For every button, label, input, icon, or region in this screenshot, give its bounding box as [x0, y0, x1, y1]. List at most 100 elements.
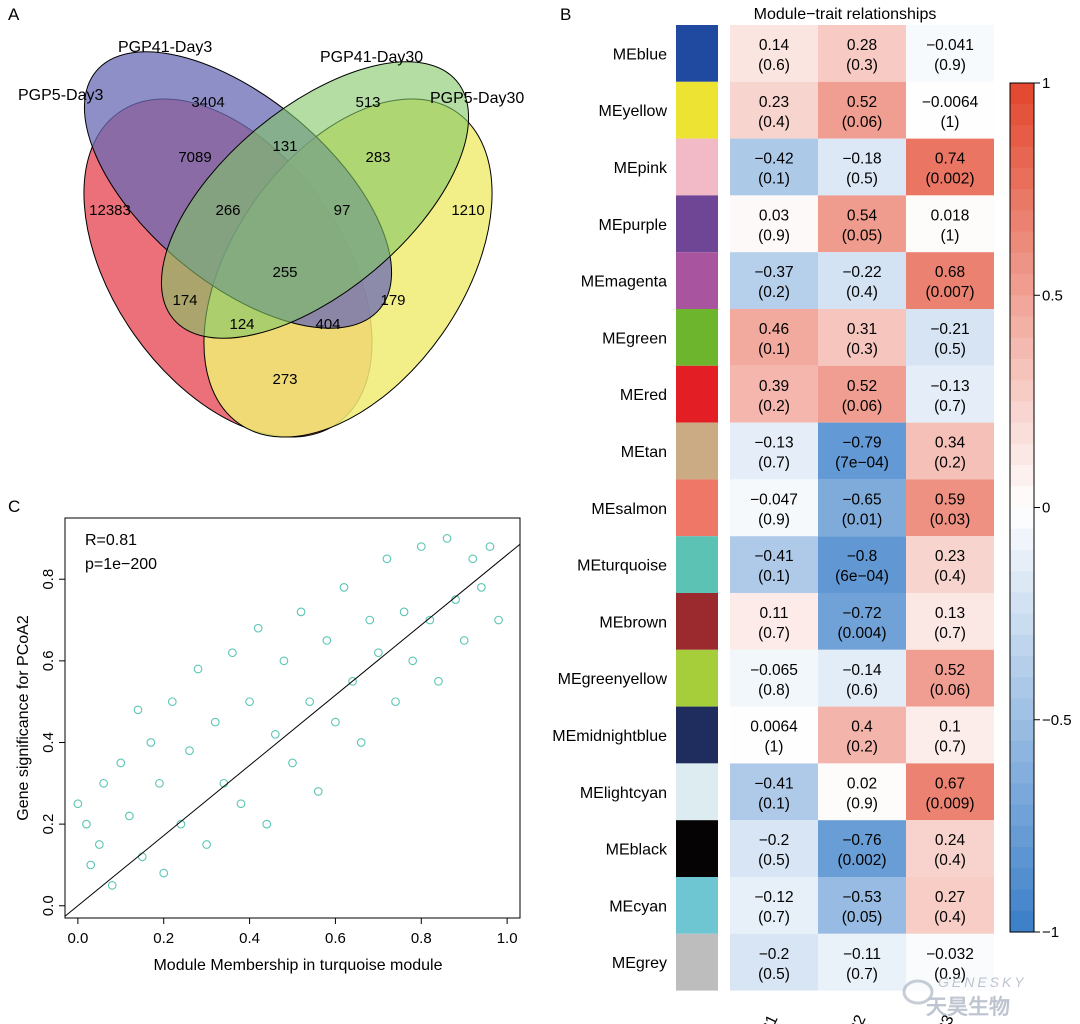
heatmap-cell: [818, 593, 906, 650]
heatmap-cell: [730, 820, 818, 877]
colorbar-segment: [1010, 83, 1034, 105]
module-color-swatch: [676, 536, 718, 593]
column-label: PC3: [929, 1012, 958, 1024]
heatmap-cell: [906, 706, 994, 764]
cell-correlation: 0.34: [935, 435, 966, 452]
colorbar-segment: [1010, 380, 1034, 402]
heatmap-cell: [818, 479, 906, 537]
correlation-p: p=1e−200: [85, 556, 157, 573]
heatmap-rows: MEblue 0.14 (0.6) 0.28 (0.3) −0.041 (0.9) MEyel…: [552, 25, 994, 991]
heatmap-row: MEgreen 0.46 (0.1) 0.31 (0.3) −0.21 (0.5): [602, 309, 994, 366]
module-label: MEcyan: [609, 898, 667, 915]
scatter-point: [399, 607, 409, 617]
cell-correlation: 0.52: [847, 94, 877, 111]
heatmap-cell: [906, 877, 994, 934]
cell-correlation: −0.2: [759, 832, 790, 849]
heatmap-row: MEpurple 0.03 (0.9) 0.54 (0.05) 0.018 (1): [599, 195, 994, 253]
scatter-point: [434, 676, 443, 686]
colorbar-segment: [1010, 698, 1034, 721]
cell-correlation: −0.12: [754, 889, 793, 906]
correlation-r: R=0.81: [85, 532, 137, 549]
y-tick-label: 0.4: [40, 732, 57, 753]
venn-count: 283: [365, 149, 390, 166]
colorbar-segment: [1010, 401, 1034, 424]
cell-correlation: 0.46: [759, 321, 789, 338]
colorbar-segment: [1010, 571, 1034, 593]
scatter-point: [245, 697, 254, 707]
colorbar-segment: [1010, 337, 1034, 360]
venn-count: 1210: [451, 202, 484, 219]
venn-count: 404: [315, 316, 340, 333]
scatter-point: [146, 738, 156, 747]
scatter-point: [155, 778, 164, 788]
venn-label-pgp41-day3: PGP41-Day3: [118, 39, 212, 56]
scatter-point: [494, 615, 503, 625]
heatmap-cell: [818, 252, 906, 309]
cell-pvalue: (0.7): [934, 739, 966, 756]
panel-c-scatter: C 0.0 0.2 0.4 0.6 0.8 1.0 0.0 0.2 0.4 0.6 0.8 R=0.…: [8, 497, 521, 974]
column-label: PC2: [841, 1012, 870, 1024]
heatmap-cell: [818, 422, 906, 480]
scatter-plot-frame: [64, 517, 521, 919]
venn-set-pgp41-day30: [160, 61, 470, 339]
heatmap-cell: [906, 81, 994, 139]
colorbar-segment: [1010, 549, 1034, 572]
colorbar: 1 0.5 0 −0.5 −1: [1009, 75, 1072, 941]
heatmap-cell: [730, 536, 818, 593]
module-color-swatch: [676, 933, 718, 991]
cell-pvalue: (0.5): [846, 171, 878, 188]
scatter-point: [279, 656, 289, 666]
colorbar-segment: [1010, 316, 1034, 339]
module-label: MElightcyan: [580, 785, 667, 802]
colorbar-segment: [1010, 804, 1034, 827]
cell-pvalue: (0.2): [758, 398, 790, 415]
scatter-point: [82, 819, 91, 829]
scatter-point: [485, 542, 495, 551]
cell-pvalue: (0.1): [758, 568, 790, 585]
heatmap-cell: [906, 138, 994, 196]
panel-a-venn: A PGP5-Day3 PGP41-Day3 PGP41-Day30 PGP5-…: [8, 5, 524, 438]
cell-correlation: 0.54: [847, 207, 878, 224]
colorbar-segment: [1010, 358, 1034, 381]
module-label: MEturquoise: [577, 558, 667, 575]
heatmap-cell: [818, 536, 906, 593]
scatter-point: [425, 615, 435, 625]
colorbar-segment: [1010, 507, 1034, 530]
heatmap-cell: [730, 593, 818, 650]
module-color-swatch: [676, 422, 718, 480]
cell-correlation: 0.11: [759, 605, 788, 622]
venn-label-pgp5-day30: PGP5-Day30: [430, 90, 524, 107]
venn-count: 131: [272, 138, 297, 155]
heatmap-row: MEred 0.39 (0.2) 0.52 (0.06) −0.13 (0.7): [620, 365, 994, 423]
cell-correlation: 0.67: [935, 775, 965, 792]
scatter-points: [73, 534, 503, 890]
cell-pvalue: (0.002): [837, 852, 886, 869]
cell-pvalue: (0.03): [930, 511, 971, 528]
module-label: MEmidnightblue: [552, 728, 667, 745]
colorbar-segment: [1010, 104, 1034, 127]
colorbar-segment: [1010, 443, 1034, 466]
venn-count: 255: [272, 264, 297, 281]
heatmap-row: MEblue 0.14 (0.6) 0.28 (0.3) −0.041 (0.9): [613, 25, 994, 82]
scatter-point: [373, 648, 383, 658]
colorbar-segment: [1010, 592, 1034, 615]
cell-correlation: 0.28: [847, 37, 877, 54]
module-label: MEmagenta: [581, 274, 667, 291]
cell-pvalue: (0.7): [758, 909, 790, 926]
cell-correlation: 0.27: [935, 889, 965, 906]
scatter-point: [459, 636, 469, 645]
module-color-swatch: [676, 706, 718, 764]
scatter-point: [442, 534, 452, 543]
cell-pvalue: (0.5): [758, 852, 790, 869]
cell-pvalue: (0.009): [925, 795, 974, 812]
venn-count: 124: [229, 316, 254, 333]
colorbar-segment: [1010, 634, 1034, 657]
cell-pvalue: (0.06): [842, 114, 883, 131]
heatmap-cell: [906, 479, 994, 537]
heatmap-row: MEyellow 0.23 (0.4) 0.52 (0.06) −0.0064 (1): [599, 81, 994, 139]
cell-pvalue: (0.4): [934, 909, 966, 926]
cell-pvalue: (7e−04): [835, 455, 889, 472]
panel-b-letter: B: [560, 5, 571, 24]
cell-pvalue: (0.9): [934, 57, 966, 74]
cell-correlation: 0.13: [935, 605, 965, 622]
